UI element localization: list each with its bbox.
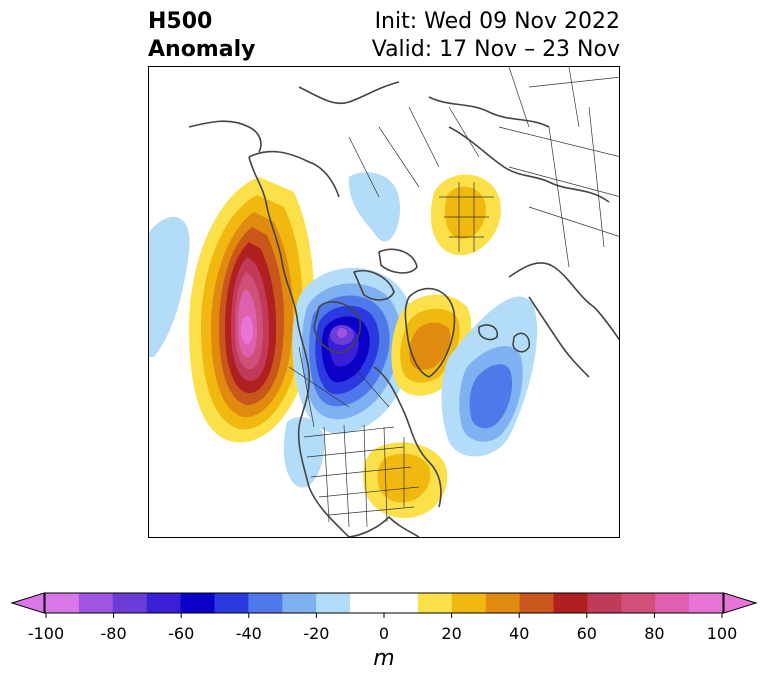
colorbar-cell: [519, 593, 554, 613]
colorbar-cell: [417, 593, 453, 613]
colorbar-tick-label: -60: [168, 624, 195, 643]
anomaly-label: Anomaly: [148, 37, 256, 62]
map-dates: Init: Wed 09 Nov 2022 Valid: 17 Nov – 23…: [372, 8, 620, 64]
colorbar-tick-label: 20: [441, 624, 462, 643]
colorbar-tick-label: 40: [509, 624, 530, 643]
colorbar-tick-label: -80: [100, 624, 127, 643]
colorbar-cell: [587, 593, 622, 613]
trough-western-us: [283, 417, 325, 488]
colorbar-cell: [282, 593, 317, 613]
colorbar-cells: [44, 592, 724, 614]
colorbar-cell: [214, 593, 249, 613]
colorbar-cell: [316, 593, 351, 613]
colorbar-cell: [655, 593, 690, 613]
colorbar-cell: [248, 593, 283, 613]
colorbar-cell: [146, 593, 182, 613]
valid-date-label: Valid: 17 Nov – 23 Nov: [371, 37, 620, 62]
colorbar-cell: [350, 593, 385, 613]
trough-arctic: [348, 172, 400, 242]
coastlines: [188, 81, 619, 537]
colorbar-cell: [689, 593, 724, 613]
colorbar-tick-label: -100: [27, 624, 65, 643]
trough-north-atlantic: [441, 296, 538, 457]
ridge-siberia: [430, 174, 501, 256]
map-canvas: [149, 67, 619, 537]
colorbar-cell: [485, 593, 521, 613]
colorbar-ticks: [45, 613, 723, 618]
colorbar: [10, 592, 758, 618]
colorbar-tick-label: 100: [706, 624, 738, 643]
ridge-ne-pacific: [189, 177, 314, 443]
colorbar-tick-label: 0: [378, 624, 390, 643]
map-title: H500 Anomaly: [148, 8, 255, 64]
init-date-label: Init: Wed 09 Nov 2022: [374, 9, 620, 34]
colorbar-unit-label: m: [373, 646, 395, 671]
colorbar-cell: [451, 593, 487, 613]
colorbar-cell: [553, 593, 588, 613]
colorbar-tick-label: 80: [644, 624, 665, 643]
colorbar-tick-label: -20: [303, 624, 330, 643]
ridge-eastern-us: [363, 442, 448, 518]
variable-label: H500: [148, 9, 213, 34]
trough-west-pacific: [149, 216, 190, 357]
colorbar-cell: [45, 593, 80, 613]
polar-map: [148, 66, 620, 538]
colorbar-tick-label: -40: [235, 624, 262, 643]
colorbar-cell: [112, 593, 148, 613]
colorbar-under-extension: [10, 592, 45, 614]
colorbar-over-extension: [723, 592, 758, 614]
colorbar-tick-label: 60: [576, 624, 597, 643]
colorbar-cell: [621, 593, 656, 613]
colorbar-cell: [78, 593, 114, 613]
borders: [288, 67, 619, 528]
colorbar-cell: [384, 593, 419, 613]
colorbar-cell: [180, 593, 215, 613]
